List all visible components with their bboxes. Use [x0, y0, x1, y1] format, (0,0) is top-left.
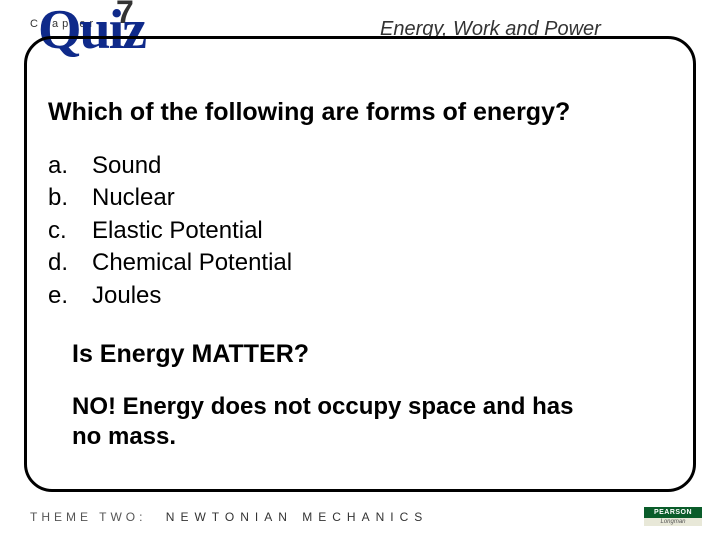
footer-main: NEWTONIAN MECHANICS: [166, 510, 428, 524]
option-text: Joules: [92, 280, 161, 312]
subquestion-text: Is Energy MATTER?: [72, 340, 309, 369]
options-list: a. Sound b. Nuclear c. Elastic Potential…: [48, 150, 292, 312]
footer-theme: THEME TWO: NEWTONIAN MECHANICS: [30, 510, 428, 524]
option-letter: c.: [48, 215, 92, 247]
option-text: Sound: [92, 150, 161, 182]
option-row: a. Sound: [48, 150, 292, 182]
option-text: Elastic Potential: [92, 215, 263, 247]
option-letter: b.: [48, 182, 92, 214]
footer-prefix: THEME TWO:: [30, 510, 146, 524]
option-letter: d.: [48, 247, 92, 279]
option-row: b. Nuclear: [48, 182, 292, 214]
option-text: Chemical Potential: [92, 247, 292, 279]
question-text: Which of the following are forms of ener…: [48, 98, 680, 127]
publisher-badge: PEARSON Longman: [644, 507, 702, 526]
publisher-bottom: Longman: [644, 518, 702, 526]
option-letter: e.: [48, 280, 92, 312]
option-row: d. Chemical Potential: [48, 247, 292, 279]
option-letter: a.: [48, 150, 92, 182]
option-text: Nuclear: [92, 182, 175, 214]
publisher-top: PEARSON: [644, 507, 702, 518]
option-row: c. Elastic Potential: [48, 215, 292, 247]
answer-text: NO! Energy does not occupy space and has…: [72, 392, 590, 452]
option-row: e. Joules: [48, 280, 292, 312]
